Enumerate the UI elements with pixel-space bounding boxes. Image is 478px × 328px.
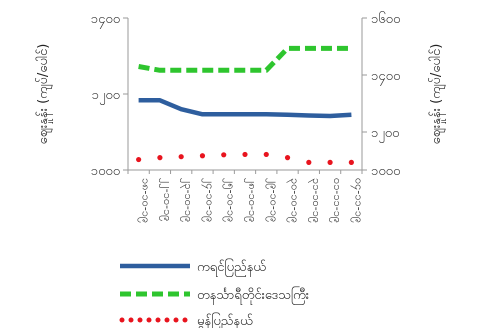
x-axis-category-label: ၂၃-၁၀-၁၉ — [180, 178, 195, 222]
legend-label: ကရင်ပြည်နယ် — [197, 258, 266, 277]
series-dotted-point — [284, 155, 291, 161]
x-axis-category-label: ၀၁-၁၁-၁၉ — [329, 178, 344, 223]
left-axis-tick-label: ၁၀၀၀ — [91, 164, 120, 179]
series-dashed-line — [138, 45, 352, 73]
legend-marker-dotted — [164, 317, 170, 323]
right-axis-tick-label: ၁၀၀၀ — [371, 164, 400, 179]
series-dotted-point — [306, 159, 312, 165]
left-axis-title: ဈေးနှုန်း (ကျပ်/ပေါင်) — [35, 44, 53, 145]
legend-marker-dotted — [173, 317, 179, 323]
legend-marker-dotted — [155, 317, 161, 323]
series-dotted-point — [157, 155, 163, 161]
series-dotted-point — [348, 159, 354, 165]
x-axis-category-label: ၂၂-၁၀-၁၉ — [159, 178, 174, 222]
legend-marker-dotted — [119, 317, 125, 323]
x-axis-category-label: ၀၄-၁၁-၁၉ — [350, 178, 365, 223]
right-axis-tick-label: ၁၄၀၀ — [371, 69, 400, 86]
x-axis-category-label: ၂၉-၁၀-၁၉ — [265, 178, 280, 222]
x-axis-category-label: ၃၁-၁၀-၁၉ — [308, 178, 323, 223]
legend-label: မွန်ပြည်နယ် — [197, 312, 253, 328]
chart-series — [136, 45, 354, 165]
legend-marker-dotted — [182, 317, 188, 323]
legend-marker-dotted — [137, 317, 143, 323]
left-axis-tick-label: ၁၄၀၀ — [91, 12, 120, 29]
left-axis-tick-label: ၁၂၀၀ — [92, 88, 120, 105]
x-axis-category-label: ၃၀-၁၀-၁၉ — [287, 178, 302, 223]
series-solid-line — [138, 98, 352, 119]
category-labels: ၁၈-၁၀-၁၉ ၂၂-၁၀-၁၉ ၂၃-၁၀-၁၉ ၂၄-၁၀-၁၉ ၂၅-၁၀-၁၉… — [127, 170, 365, 223]
legend: ကရင်ပြည်နယ်တနင်္သာရီတိုင်းဒေသကြီးမွန်ပြည… — [119, 258, 309, 328]
legend-marker-dotted — [128, 317, 134, 323]
series-dotted-point — [263, 151, 269, 158]
right-axis-title: ဈေးနှုန်း (ကျပ်/ပေါင်) — [428, 44, 446, 145]
x-axis-category-label: ၂၅-၁၀-၁၉ — [223, 178, 238, 222]
series-dotted-point — [199, 153, 206, 159]
series-dotted-point — [327, 159, 333, 165]
x-axis-category-label: ၂၄-၁၀-၁၉ — [201, 178, 216, 222]
right-axis-tick-label: ၁၂၀၀ — [371, 126, 399, 143]
x-axis-category-label: ၂၈-၁၀-၁၉ — [244, 178, 259, 222]
series-dotted-point — [136, 156, 142, 163]
series-dotted-point — [242, 151, 248, 158]
series-dotted-point — [178, 154, 184, 160]
legend-marker-dotted — [146, 317, 152, 323]
right-axis-tick-label: ၁၆၀၀ — [371, 11, 400, 27]
x-axis-category-label: ၁၈-၁၀-၁၉ — [138, 178, 153, 223]
series-dotted-point — [221, 152, 227, 158]
legend-label: တနင်္သာရီတိုင်းဒေသကြီး — [197, 286, 309, 305]
